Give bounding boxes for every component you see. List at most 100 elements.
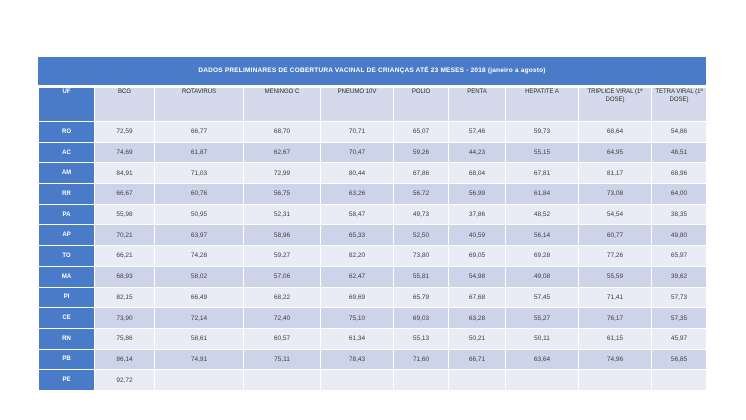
value-cell: 55,15 (505, 141, 579, 164)
value-cell: 92,72 (94, 369, 155, 391)
value-cell: 62,67 (243, 141, 321, 164)
value-cell: 64,95 (578, 141, 652, 164)
value-cell (505, 369, 579, 391)
value-cell: 75,86 (94, 327, 155, 350)
value-cell: 38,35 (651, 203, 707, 226)
value-cell: 58,02 (154, 265, 244, 288)
value-cell: 61,84 (505, 183, 579, 205)
value-cell: 66,67 (94, 183, 155, 205)
value-cell: 80,44 (320, 162, 394, 185)
value-cell: 74,69 (94, 141, 155, 164)
value-cell: 73,90 (94, 307, 155, 329)
value-cell (320, 369, 394, 391)
data-table: UF BCG ROTAVIRUS MENINGO C PNEUMO 10V PÓLIO PE… (38, 87, 707, 391)
value-cell: 66,77 (154, 121, 244, 143)
value-cell: 67,86 (393, 162, 449, 185)
vaccination-coverage-table: DADOS PRELIMINARES DE COBERTURA VACINAL … (38, 57, 707, 391)
table-row: PB 86,14 74,91 75,11 78,43 71,60 66,71 63,64 74,… (38, 348, 707, 371)
value-cell: 57,45 (505, 286, 579, 309)
value-cell: 49,80 (651, 224, 707, 247)
value-cell (393, 369, 449, 391)
value-cell: 49,08 (505, 265, 579, 288)
column-header: BCG (94, 87, 155, 122)
value-cell: 71,41 (578, 286, 652, 309)
value-cell: 61,87 (154, 141, 244, 164)
table-row: RR 66,67 60,76 56,75 63,26 56,72 56,99 61,84 73,… (38, 183, 707, 205)
uf-cell: RN (38, 327, 95, 350)
value-cell: 81,17 (578, 162, 652, 185)
value-cell: 70,71 (320, 121, 394, 143)
value-cell: 59,27 (243, 245, 321, 267)
value-cell: 72,99 (243, 162, 321, 185)
uf-cell: RO (38, 121, 95, 143)
column-header-row: UF BCG ROTAVIRUS MENINGO C PNEUMO 10V PÓLIO PE… (38, 87, 707, 122)
value-cell: 84,91 (94, 162, 155, 185)
value-cell: 48,52 (505, 203, 579, 226)
column-header: PNEUMO 10V (320, 87, 394, 122)
value-cell: 57,46 (448, 121, 506, 143)
value-cell: 39,62 (651, 265, 707, 288)
value-cell: 62,47 (320, 265, 394, 288)
value-cell: 77,26 (578, 245, 652, 267)
value-cell: 65,79 (393, 286, 449, 309)
value-cell: 74,28 (154, 245, 244, 267)
value-cell: 65,33 (320, 224, 394, 247)
value-cell: 68,70 (243, 121, 321, 143)
uf-cell: TO (38, 245, 95, 267)
value-cell: 63,26 (320, 183, 394, 205)
uf-cell: PI (38, 286, 95, 309)
value-cell: 78,43 (320, 348, 394, 371)
value-cell: 56,75 (243, 183, 321, 205)
value-cell: 61,15 (578, 327, 652, 350)
value-cell: 56,85 (651, 348, 707, 371)
value-cell: 69,69 (320, 286, 394, 309)
value-cell: 67,68 (448, 286, 506, 309)
value-cell: 66,21 (94, 245, 155, 267)
value-cell: 54,54 (578, 203, 652, 226)
value-cell: 37,86 (448, 203, 506, 226)
value-cell: 54,98 (448, 265, 506, 288)
value-cell: 66,71 (448, 348, 506, 371)
value-cell: 59,73 (505, 121, 579, 143)
value-cell: 63,28 (448, 307, 506, 329)
value-cell: 68,22 (243, 286, 321, 309)
value-cell: 57,06 (243, 265, 321, 288)
value-cell: 60,76 (154, 183, 244, 205)
uf-column-header: UF (38, 87, 95, 122)
value-cell: 70,47 (320, 141, 394, 164)
uf-cell: MA (38, 265, 95, 288)
value-cell: 86,14 (94, 348, 155, 371)
value-cell: 60,77 (578, 224, 652, 247)
value-cell (578, 369, 652, 391)
value-cell: 63,97 (154, 224, 244, 247)
value-cell: 50,11 (505, 327, 579, 350)
value-cell: 57,73 (651, 286, 707, 309)
value-cell: 59,26 (393, 141, 449, 164)
value-cell: 69,28 (505, 245, 579, 267)
value-cell: 50,21 (448, 327, 506, 350)
value-cell: 68,64 (578, 121, 652, 143)
column-header: TETRA VIRAL (1ª DOSE) (651, 87, 707, 122)
uf-cell: AC (38, 141, 95, 164)
value-cell: 73,80 (393, 245, 449, 267)
column-header: ROTAVIRUS (154, 87, 244, 122)
value-cell: 72,59 (94, 121, 155, 143)
value-cell: 58,96 (243, 224, 321, 247)
uf-cell: PA (38, 203, 95, 226)
value-cell: 82,20 (320, 245, 394, 267)
value-cell: 40,59 (448, 224, 506, 247)
column-header: PENTA (448, 87, 506, 122)
uf-cell: AP (38, 224, 95, 247)
uf-cell: PB (38, 348, 95, 371)
value-cell: 61,34 (320, 327, 394, 350)
value-cell: 56,72 (393, 183, 449, 205)
column-header: MENINGO C (243, 87, 321, 122)
column-header: TRÍPLICE VIRAL (1ª DOSE) (578, 87, 652, 122)
value-cell: 58,47 (320, 203, 394, 226)
table-row: PE 92,72 (38, 369, 707, 391)
column-header: HEPATITE A (505, 87, 579, 122)
value-cell: 55,27 (505, 307, 579, 329)
table-row: RO 72,59 66,77 68,70 70,71 65,07 57,46 59,73 68,… (38, 121, 707, 143)
value-cell: 57,35 (651, 307, 707, 329)
